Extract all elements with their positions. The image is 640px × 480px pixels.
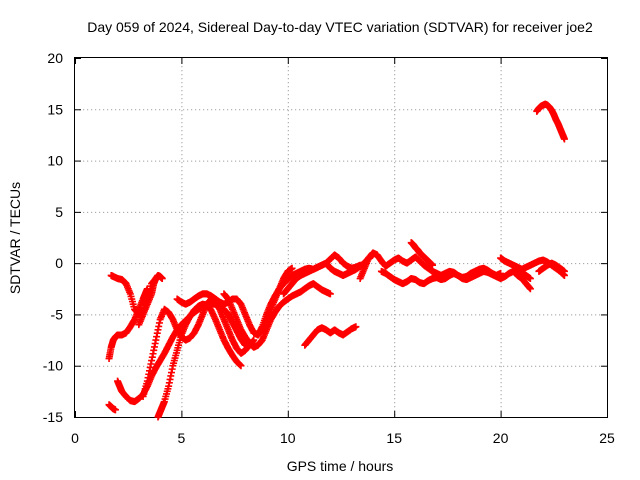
- axis-ticks: 0 5 10 15 20 25 -15 -10 -5 0 5 10 15 20: [43, 50, 615, 446]
- series-arc19: [533, 101, 568, 143]
- sdtvar-chart: Day 059 of 2024, Sidereal Day-to-day VTE…: [0, 0, 640, 480]
- y-tick-label: 10: [47, 153, 63, 169]
- x-axis-label: GPS time / hours: [287, 458, 394, 474]
- series-arc12: [301, 323, 359, 348]
- y-tick-label: 0: [55, 255, 63, 271]
- y-tick-label: 15: [47, 101, 63, 117]
- y-tick-label: -10: [43, 358, 63, 374]
- x-tick-label: 25: [599, 430, 615, 446]
- series-arc14: [378, 266, 534, 287]
- grid-lines: [75, 58, 607, 417]
- x-tick-label: 5: [178, 430, 186, 446]
- y-tick-label: -15: [43, 409, 63, 425]
- y-tick-label: 5: [55, 204, 63, 220]
- chart-title: Day 059 of 2024, Sidereal Day-to-day VTE…: [87, 19, 593, 35]
- y-tick-label: 20: [47, 50, 63, 66]
- x-tick-label: 20: [493, 430, 509, 446]
- y-tick-label: -5: [51, 306, 64, 322]
- series-arc2: [106, 401, 119, 413]
- data-points: [106, 101, 568, 421]
- x-tick-label: 15: [386, 430, 402, 446]
- y-axis-label: SDTVAR / TECUs: [7, 182, 23, 294]
- x-tick-label: 0: [71, 430, 79, 446]
- plot-frame: [75, 58, 608, 418]
- x-tick-label: 10: [280, 430, 296, 446]
